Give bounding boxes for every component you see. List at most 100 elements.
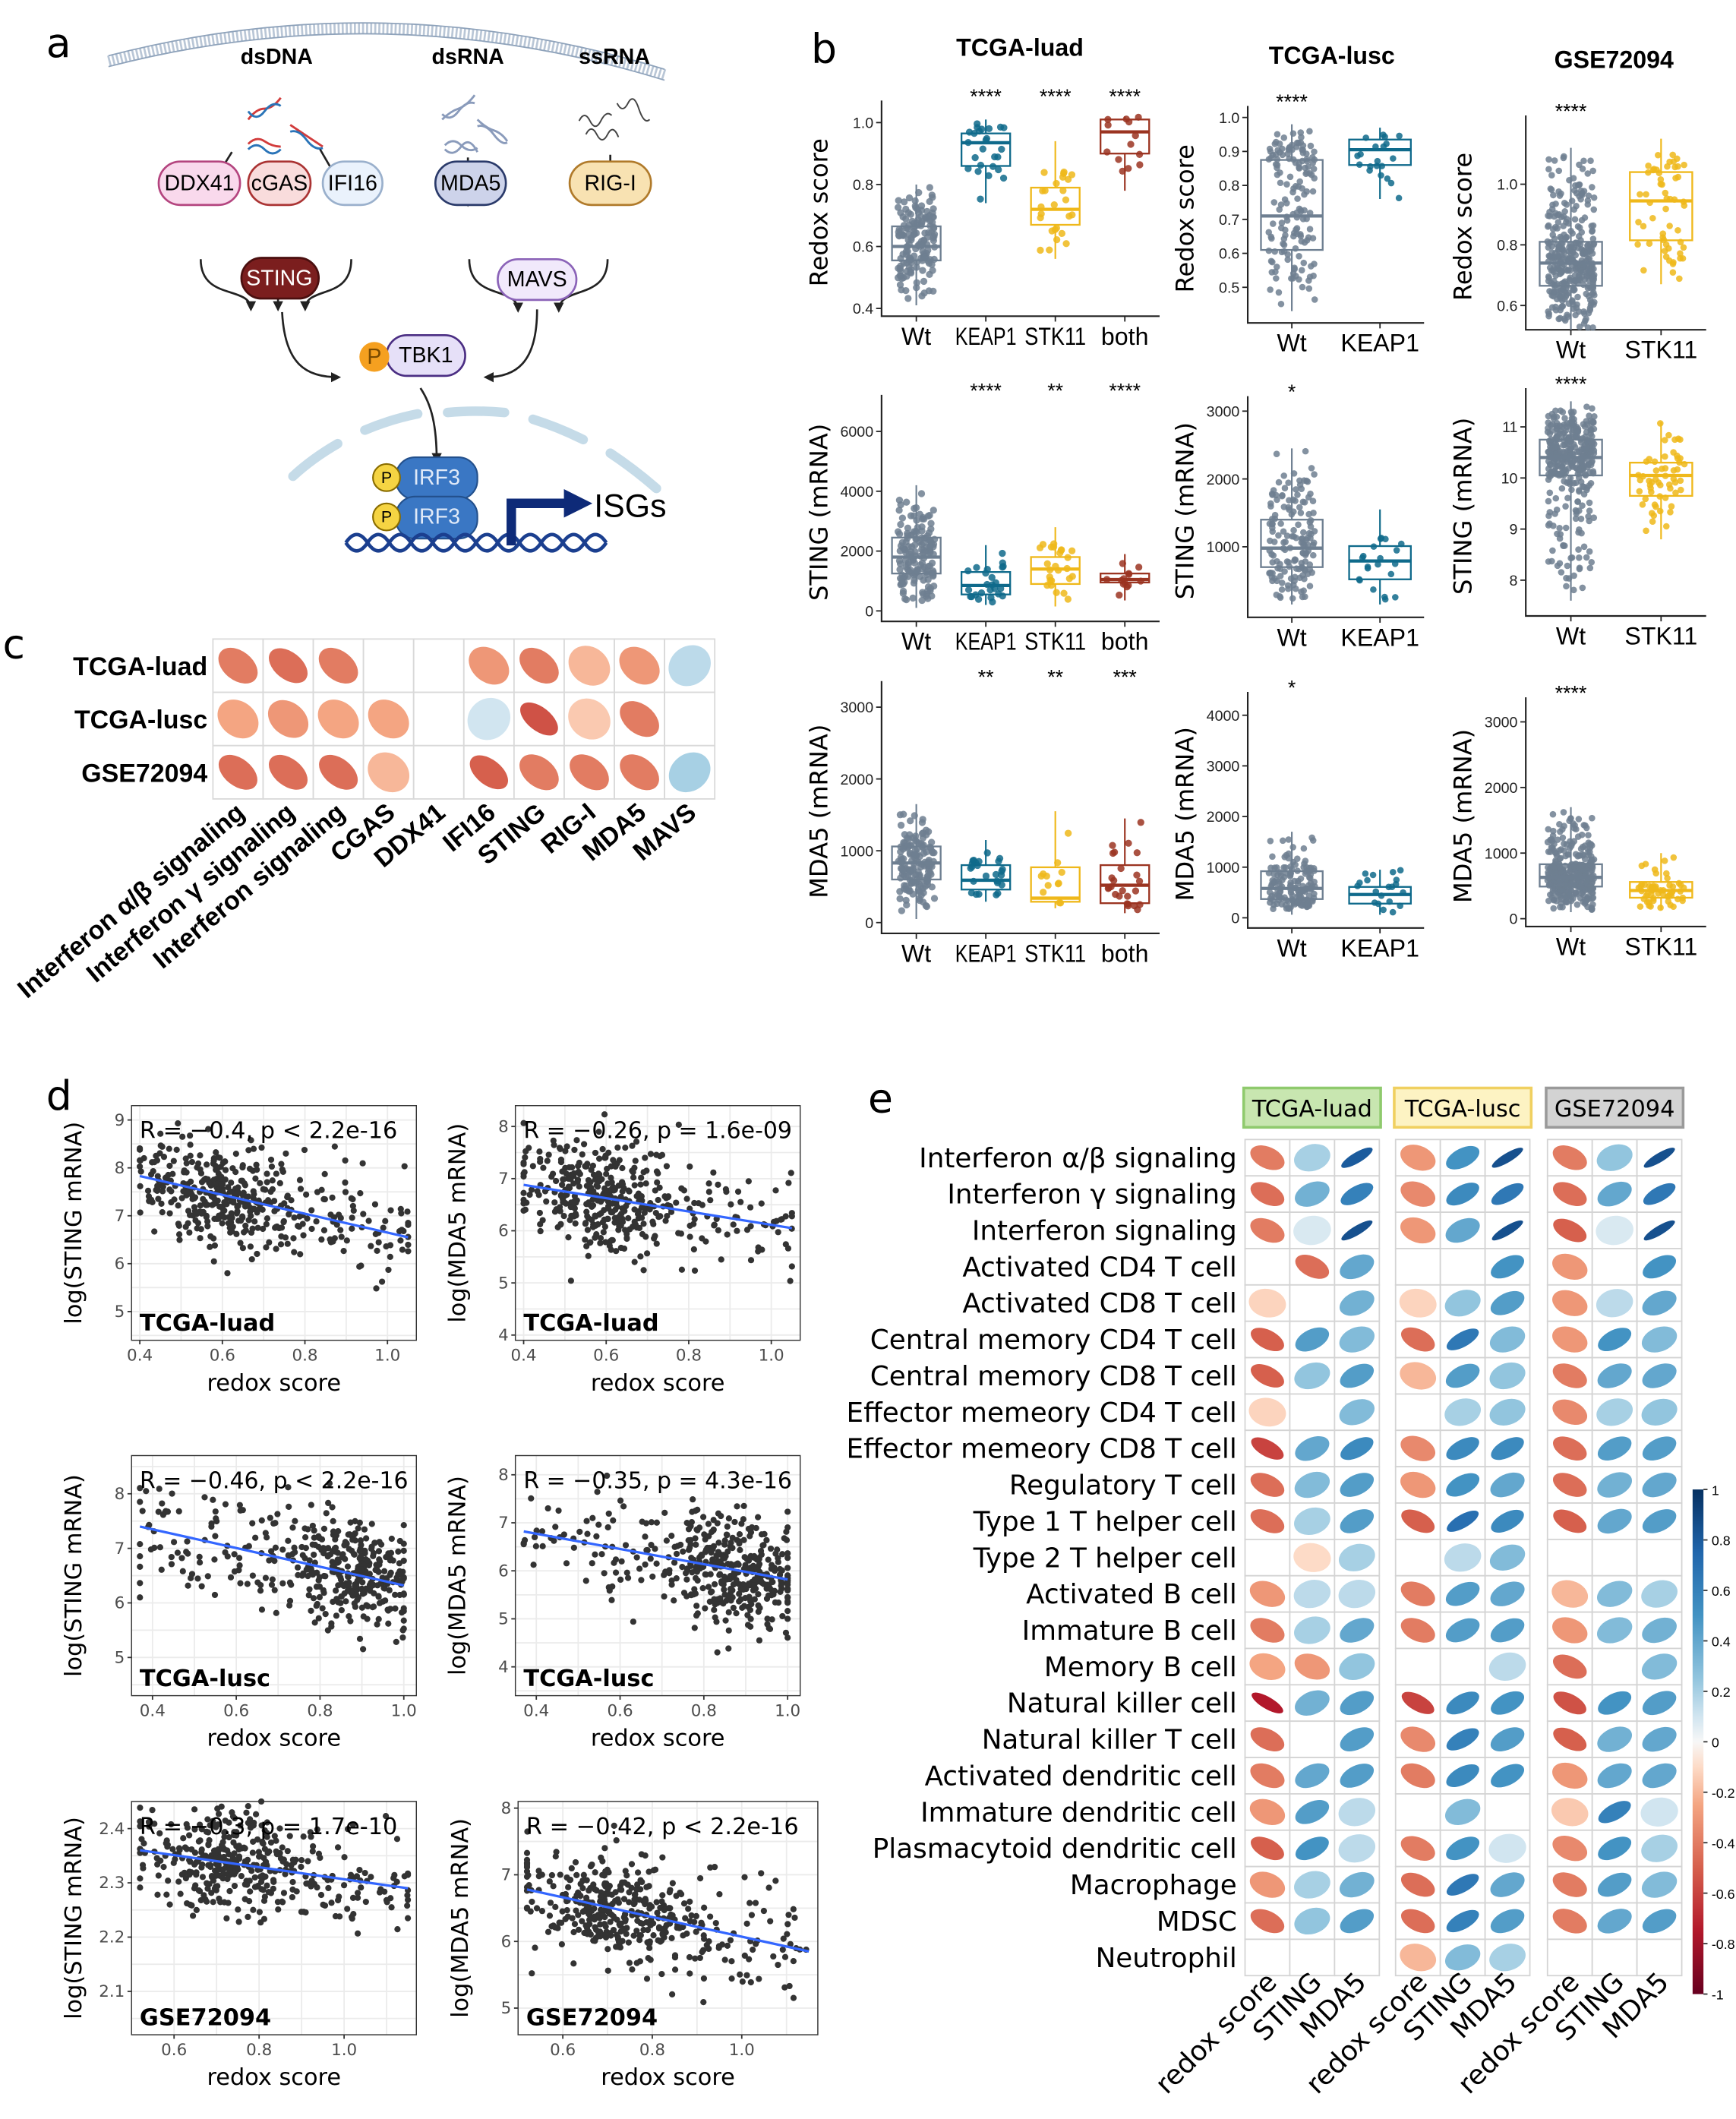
data-point [776, 1565, 784, 1573]
y-tick-label: 0.4 [853, 301, 873, 317]
data-point [175, 1231, 183, 1238]
data-point [553, 1177, 560, 1185]
data-point [176, 1236, 183, 1243]
data-point [342, 1598, 349, 1605]
data-point [996, 854, 1004, 862]
data-point [1274, 577, 1280, 585]
data-point [1667, 509, 1674, 516]
data-point [904, 225, 912, 232]
data-point [1303, 188, 1311, 195]
data-point [1585, 851, 1592, 859]
node-tbk1: TBK1 [385, 333, 466, 377]
data-point [1571, 216, 1579, 223]
data-point [1292, 245, 1299, 252]
data-point [1046, 246, 1053, 254]
data-point [1043, 582, 1051, 589]
data-point [235, 1918, 242, 1925]
x-tick-label: 1.0 [775, 1701, 800, 1720]
data-point [902, 595, 911, 604]
data-point [325, 1552, 332, 1558]
data-point [1562, 524, 1570, 532]
y-tick-label: 0 [865, 915, 873, 932]
data-point [656, 1184, 663, 1191]
data-point [585, 1176, 592, 1184]
data-point [1371, 899, 1378, 906]
data-point [273, 1246, 279, 1252]
data-point [1553, 434, 1560, 441]
data-point [204, 1161, 210, 1168]
data-point [247, 1243, 254, 1250]
data-point [1558, 270, 1565, 276]
axis-lines [880, 100, 1160, 317]
data-point [1571, 825, 1578, 832]
data-point [1586, 507, 1593, 514]
data-point [353, 1873, 361, 1880]
data-point [308, 1607, 314, 1614]
data-point [1561, 847, 1567, 854]
data-point [1552, 858, 1559, 866]
data-point [648, 1542, 655, 1549]
data-point [1287, 575, 1295, 583]
data-point [773, 1217, 780, 1224]
data-point [1280, 242, 1288, 248]
data-point [160, 1864, 167, 1871]
data-point [226, 1887, 233, 1895]
data-point [1282, 538, 1289, 545]
data-point [610, 1157, 617, 1164]
data-point [260, 1186, 267, 1192]
data-point [264, 1215, 271, 1222]
data-point [267, 1514, 273, 1521]
data-point [1291, 557, 1298, 564]
significance-label: **** [1040, 85, 1072, 108]
data-point [328, 1623, 335, 1630]
data-point [1558, 569, 1565, 576]
data-point [1373, 163, 1381, 169]
data-point [1554, 280, 1561, 288]
data-point [313, 1603, 320, 1609]
data-point [1278, 248, 1286, 256]
data-point [1039, 541, 1047, 548]
data-point [1569, 298, 1576, 305]
data-point [734, 1503, 740, 1510]
data-point [315, 1850, 323, 1857]
data-point [914, 845, 921, 853]
data-point [1572, 515, 1580, 523]
data-point [1572, 265, 1580, 272]
data-point [1651, 866, 1659, 873]
data-point [1289, 895, 1296, 903]
box-group-keap1: KEAP1 [1340, 867, 1419, 962]
data-point [608, 1174, 614, 1181]
data-point [923, 213, 930, 222]
data-point [349, 1536, 356, 1543]
data-point [539, 1543, 546, 1550]
data-point [1375, 561, 1381, 568]
data-point [895, 530, 904, 538]
data-point [1311, 175, 1318, 182]
data-point [365, 1557, 371, 1564]
data-point [926, 270, 933, 278]
data-point [930, 287, 937, 295]
data-point [1590, 194, 1598, 201]
data-point [968, 860, 976, 867]
data-point [373, 1285, 380, 1292]
data-point [194, 1220, 202, 1227]
data-point [907, 266, 915, 273]
heatmap-cell [412, 744, 465, 800]
data-point [1273, 864, 1280, 871]
data-point [977, 195, 984, 203]
data-point [321, 1195, 328, 1203]
data-point [974, 168, 982, 175]
data-point [189, 1912, 197, 1919]
x-tick-label: STK11 [1024, 323, 1086, 350]
data-point [1268, 235, 1275, 242]
data-point [197, 1896, 204, 1904]
data-point [725, 1609, 732, 1615]
data-point [137, 1875, 144, 1882]
data-point [276, 1180, 283, 1187]
box-group-wt: Wt* [1260, 381, 1324, 651]
data-point [1374, 157, 1381, 165]
data-point [1589, 814, 1596, 822]
significance-label: ** [978, 665, 994, 688]
data-point [678, 1266, 686, 1273]
